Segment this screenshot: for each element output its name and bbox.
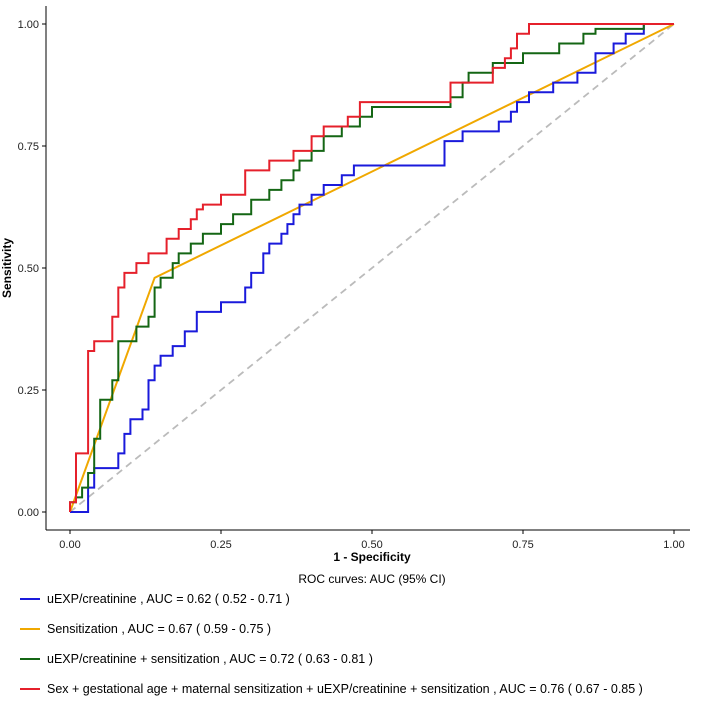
x-tick-label: 0.75 [512,539,533,551]
roc-curve-1 [70,23,674,513]
legend-label-4: Sex + gestational age + maternal sensiti… [47,682,643,696]
legend: uEXP/creatinine , AUC = 0.62 ( 0.52 - 0.… [20,592,643,696]
x-tick-label: 0.25 [210,539,231,551]
y-axis-ticks: 0.00 0.25 0.50 0.75 1.00 [18,19,46,519]
roc-curve-2 [69,23,675,513]
x-tick-label: 1.00 [663,539,684,551]
x-axis-title: 1 - Specificity [333,550,411,564]
reference-diagonal-line [69,23,675,513]
x-axis-ticks: 0.00 0.25 0.50 0.75 1.00 [59,530,685,551]
y-axis-title: Sensitivity [0,238,14,298]
legend-label-1: uEXP/creatinine , AUC = 0.62 ( 0.52 - 0.… [47,592,290,606]
roc-curve-4 [69,23,674,512]
legend-label-2: Sensitization , AUC = 0.67 ( 0.59 - 0.75… [47,622,271,636]
x-tick-label: 0.00 [59,539,80,551]
roc-curve-3 [69,23,674,512]
y-tick-label: 0.00 [18,507,39,519]
y-tick-label: 0.50 [18,263,39,275]
y-tick-label: 0.75 [18,141,39,153]
x-tick-label: 0.50 [361,539,382,551]
legend-label-3: uEXP/creatinine + sensitization , AUC = … [47,652,373,666]
legend-title: ROC curves: AUC (95% CI) [298,572,445,586]
roc-series [69,23,675,513]
y-tick-label: 0.25 [18,385,39,397]
y-tick-label: 1.00 [18,19,39,31]
